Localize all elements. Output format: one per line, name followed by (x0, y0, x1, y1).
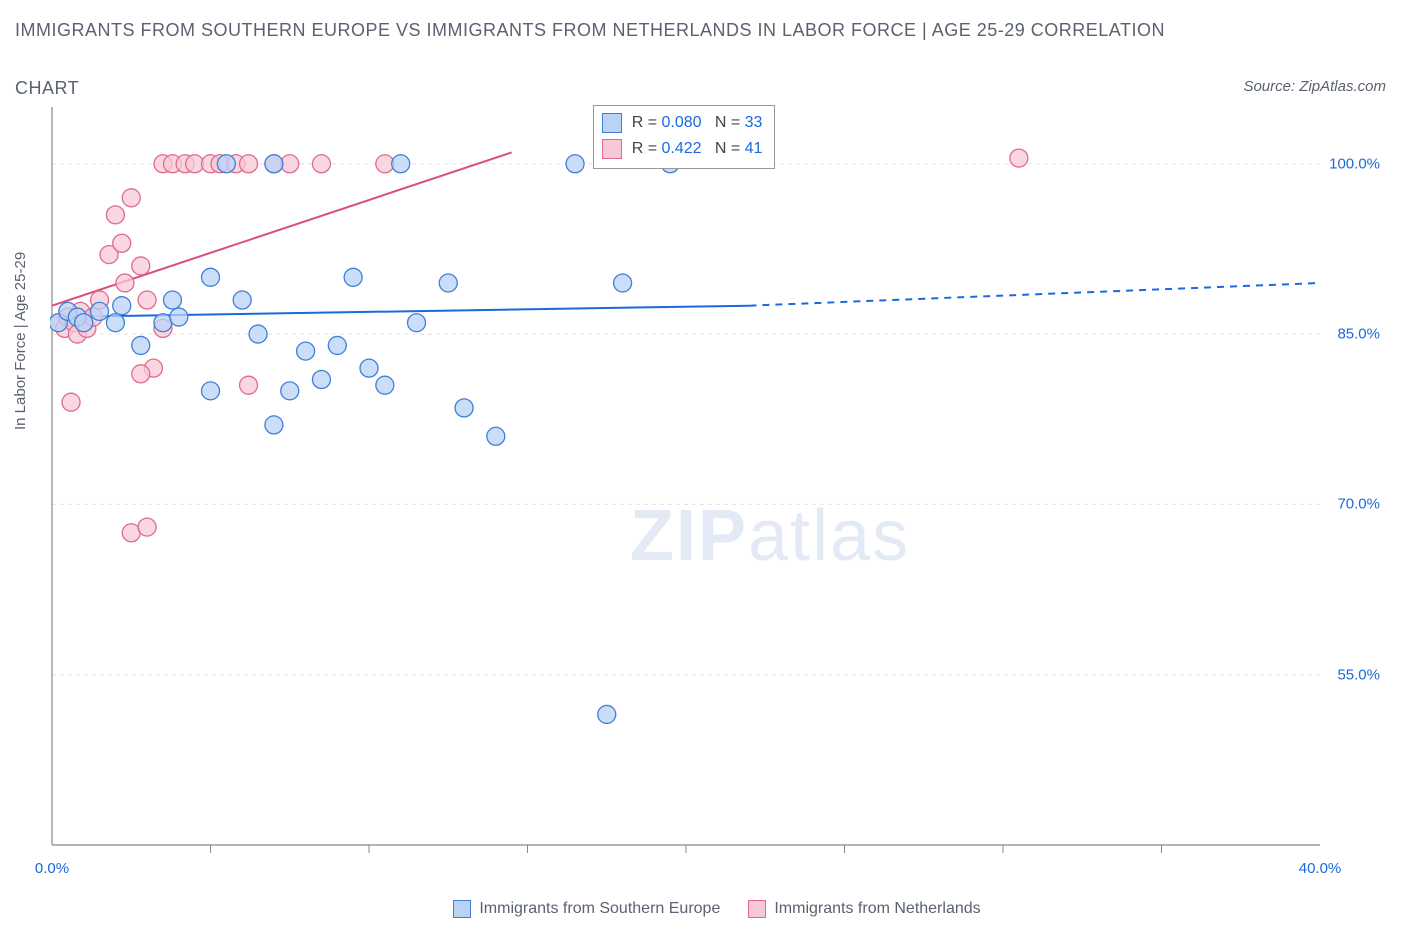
bottom-legend: Immigrants from Southern Europe Immigrant… (0, 900, 1406, 918)
x-tick-label: 0.0% (35, 860, 69, 877)
chart-area: ZIPatlas R = 0.080 N = 33R = 0.422 N = 4… (50, 105, 1390, 875)
legend-swatch (602, 113, 622, 133)
chart-title: IMMIGRANTS FROM SOUTHERN EUROPE VS IMMIG… (15, 20, 1165, 41)
chart-subtitle: CHART (15, 78, 79, 99)
y-tick-label: 100.0% (1329, 155, 1380, 172)
legend-label: Immigrants from Southern Europe (479, 900, 720, 917)
y-tick-label: 70.0% (1337, 496, 1380, 513)
y-tick-label: 55.0% (1337, 666, 1380, 683)
legend-swatch (602, 139, 622, 159)
x-tick-label: 40.0% (1299, 860, 1342, 877)
y-tick-label: 85.0% (1337, 326, 1380, 343)
source-attribution: Source: ZipAtlas.com (1243, 78, 1386, 95)
stats-row: R = 0.422 N = 41 (602, 136, 763, 162)
y-axis-label: In Labor Force | Age 25-29 (12, 252, 29, 430)
legend-label: Immigrants from Netherlands (774, 900, 980, 917)
legend-swatch (748, 900, 766, 918)
stats-legend-box: R = 0.080 N = 33R = 0.422 N = 41 (593, 105, 776, 169)
legend-swatch (453, 900, 471, 918)
stats-row: R = 0.080 N = 33 (602, 110, 763, 136)
scatter-plot (50, 105, 1390, 875)
